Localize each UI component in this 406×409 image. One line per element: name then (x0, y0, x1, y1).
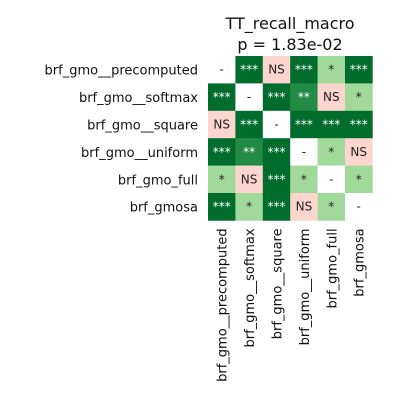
heatmap-cell-label: NS (323, 90, 340, 104)
column-label: brf_gmo__square (271, 228, 286, 339)
heatmap-cell (262, 165, 291, 194)
chart-title: TT_recall_macro (224, 14, 354, 34)
heatmap-cell (262, 138, 291, 166)
heatmap-cell-label: *** (268, 200, 286, 214)
heatmap-cell-label: *** (295, 118, 313, 132)
heatmap-cell (235, 165, 264, 194)
heatmap-cell (290, 138, 318, 166)
heatmap-cell (208, 193, 236, 221)
heatmap-cell-label: - (357, 200, 361, 214)
heatmap-cell-label: * (356, 172, 362, 186)
heatmap-cell-label: *** (268, 90, 286, 104)
heatmap-cell (317, 56, 346, 84)
heatmap-cell-label: *** (213, 200, 231, 214)
row-label: brf_gmo__precomputed (45, 64, 198, 79)
heatmap-cell-label: * (301, 172, 307, 186)
heatmap-cell-label: *** (350, 63, 368, 77)
column-label: brf_gmo__softmax (243, 228, 258, 347)
heatmap-cell-label: * (328, 200, 334, 214)
heatmap-cell-label: NS (241, 172, 258, 186)
heatmap-cell (208, 110, 236, 139)
heatmap-cell (235, 193, 264, 221)
heatmap-cell-label: - (274, 118, 278, 132)
heatmap-cell (208, 83, 236, 112)
heatmap-cell (345, 193, 373, 221)
row-label: brf_gmo_full (118, 173, 198, 188)
heatmap-cell (317, 110, 346, 139)
heatmap-cell (317, 165, 346, 194)
row-label: brf_gmo__square (87, 119, 198, 134)
column-labels: brf_gmo__precomputed brf_gmo__softmax brf_… (216, 228, 368, 382)
column-label: brf_gmo__precomputed (216, 228, 231, 381)
heatmap-cell-label: *** (240, 63, 258, 77)
heatmap-cell (290, 56, 318, 84)
heatmap-cell-label: NS (296, 200, 313, 214)
heatmap-cell (262, 193, 291, 221)
column-label: brf_gmo__uniform (298, 228, 313, 345)
row-label: brf_gmosa (130, 201, 198, 216)
heatmap-cell (235, 56, 264, 84)
row-label: brf_gmo__uniform (81, 146, 198, 161)
heatmap-cell (290, 165, 318, 194)
heatmap-cell (345, 165, 373, 194)
heatmap-cell-label: - (329, 172, 333, 186)
heatmap-cell (290, 110, 318, 139)
heatmap-cell-label: * (328, 63, 334, 77)
heatmap-cell-label: *** (213, 145, 231, 159)
row-labels: brf_gmo__precomputed brf_gmo__softmax brf_… (45, 64, 199, 216)
row-label: brf_gmo__softmax (79, 91, 198, 106)
heatmap-cell-label: ** (298, 90, 310, 104)
column-label: brf_gmosa (353, 228, 368, 296)
heatmap-cell (290, 193, 318, 221)
heatmap-cell-label: *** (268, 172, 286, 186)
heatmap-cell-label: ** (243, 145, 255, 159)
heatmap-cell (317, 138, 346, 166)
heatmap-cell (235, 110, 264, 139)
heatmap-cell-label: *** (322, 118, 340, 132)
heatmap-cell (345, 83, 373, 112)
column-label: brf_gmo_full (325, 228, 340, 308)
heatmap-cell-label: * (219, 172, 225, 186)
heatmap-cell (208, 138, 236, 166)
heatmap-cell-label: *** (350, 118, 368, 132)
heatmap-cell-label: * (328, 145, 334, 159)
heatmap-cell (235, 83, 264, 112)
heatmap-cell-label: NS (268, 63, 285, 77)
heatmap-cell (208, 165, 236, 194)
heatmap-cells: - *** NS *** * ****** - *** ** NS *NS *** - *** *** ***… (208, 56, 373, 221)
heatmap-cell (208, 56, 236, 84)
heatmap-cell-label: *** (295, 63, 313, 77)
heatmap-cell (345, 110, 373, 139)
heatmap-cell (262, 56, 291, 84)
heatmap-cell (317, 83, 346, 112)
heatmap-cell (262, 110, 291, 139)
heatmap-cell-label: NS (350, 145, 367, 159)
heatmap-cell (317, 193, 346, 221)
heatmap-cell-label: *** (240, 118, 258, 132)
heatmap-cell (262, 83, 291, 112)
heatmap-cell-label: * (246, 200, 252, 214)
heatmap-cell-label: - (220, 63, 224, 77)
heatmap-cell (345, 56, 373, 84)
heatmap-cell-label: - (247, 90, 251, 104)
heatmap-cell-label: *** (268, 145, 286, 159)
heatmap-cell (290, 83, 318, 112)
heatmap-cell (345, 138, 373, 166)
heatmap-cell-label: NS (213, 118, 230, 132)
heatmap-cell (235, 138, 264, 166)
heatmap-cell-label: - (302, 145, 306, 159)
heatmap-cell-label: * (356, 90, 362, 104)
chart-subtitle: p = 1.83e-02 (237, 35, 342, 54)
heatmap-cell-label: *** (213, 90, 231, 104)
